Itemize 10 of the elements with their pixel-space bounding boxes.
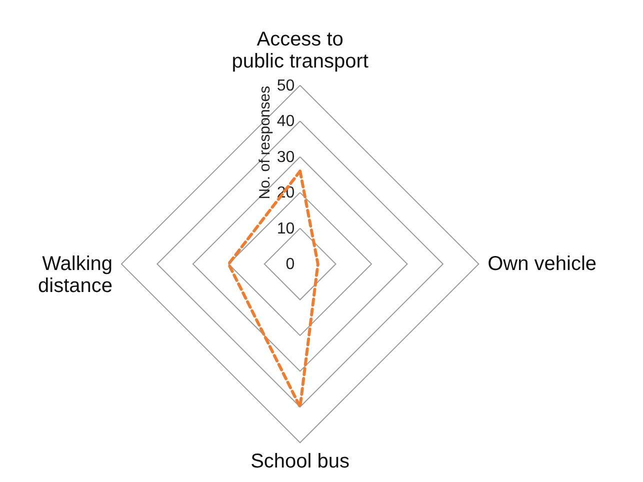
spoke-label: School bus	[250, 450, 350, 473]
y-tick-label: 30	[276, 148, 295, 166]
spoke-label: Walking distance	[38, 253, 113, 298]
y-tick-label: 50	[276, 77, 295, 94]
y-tick-label: 0	[286, 256, 295, 274]
y-tick-label: 40	[276, 113, 295, 130]
y-tick-label: 10	[276, 220, 295, 238]
text: No. of responses	[256, 86, 274, 200]
spoke-label: Own vehicle	[488, 253, 597, 276]
spoke-label: Access to public transport	[232, 28, 369, 73]
